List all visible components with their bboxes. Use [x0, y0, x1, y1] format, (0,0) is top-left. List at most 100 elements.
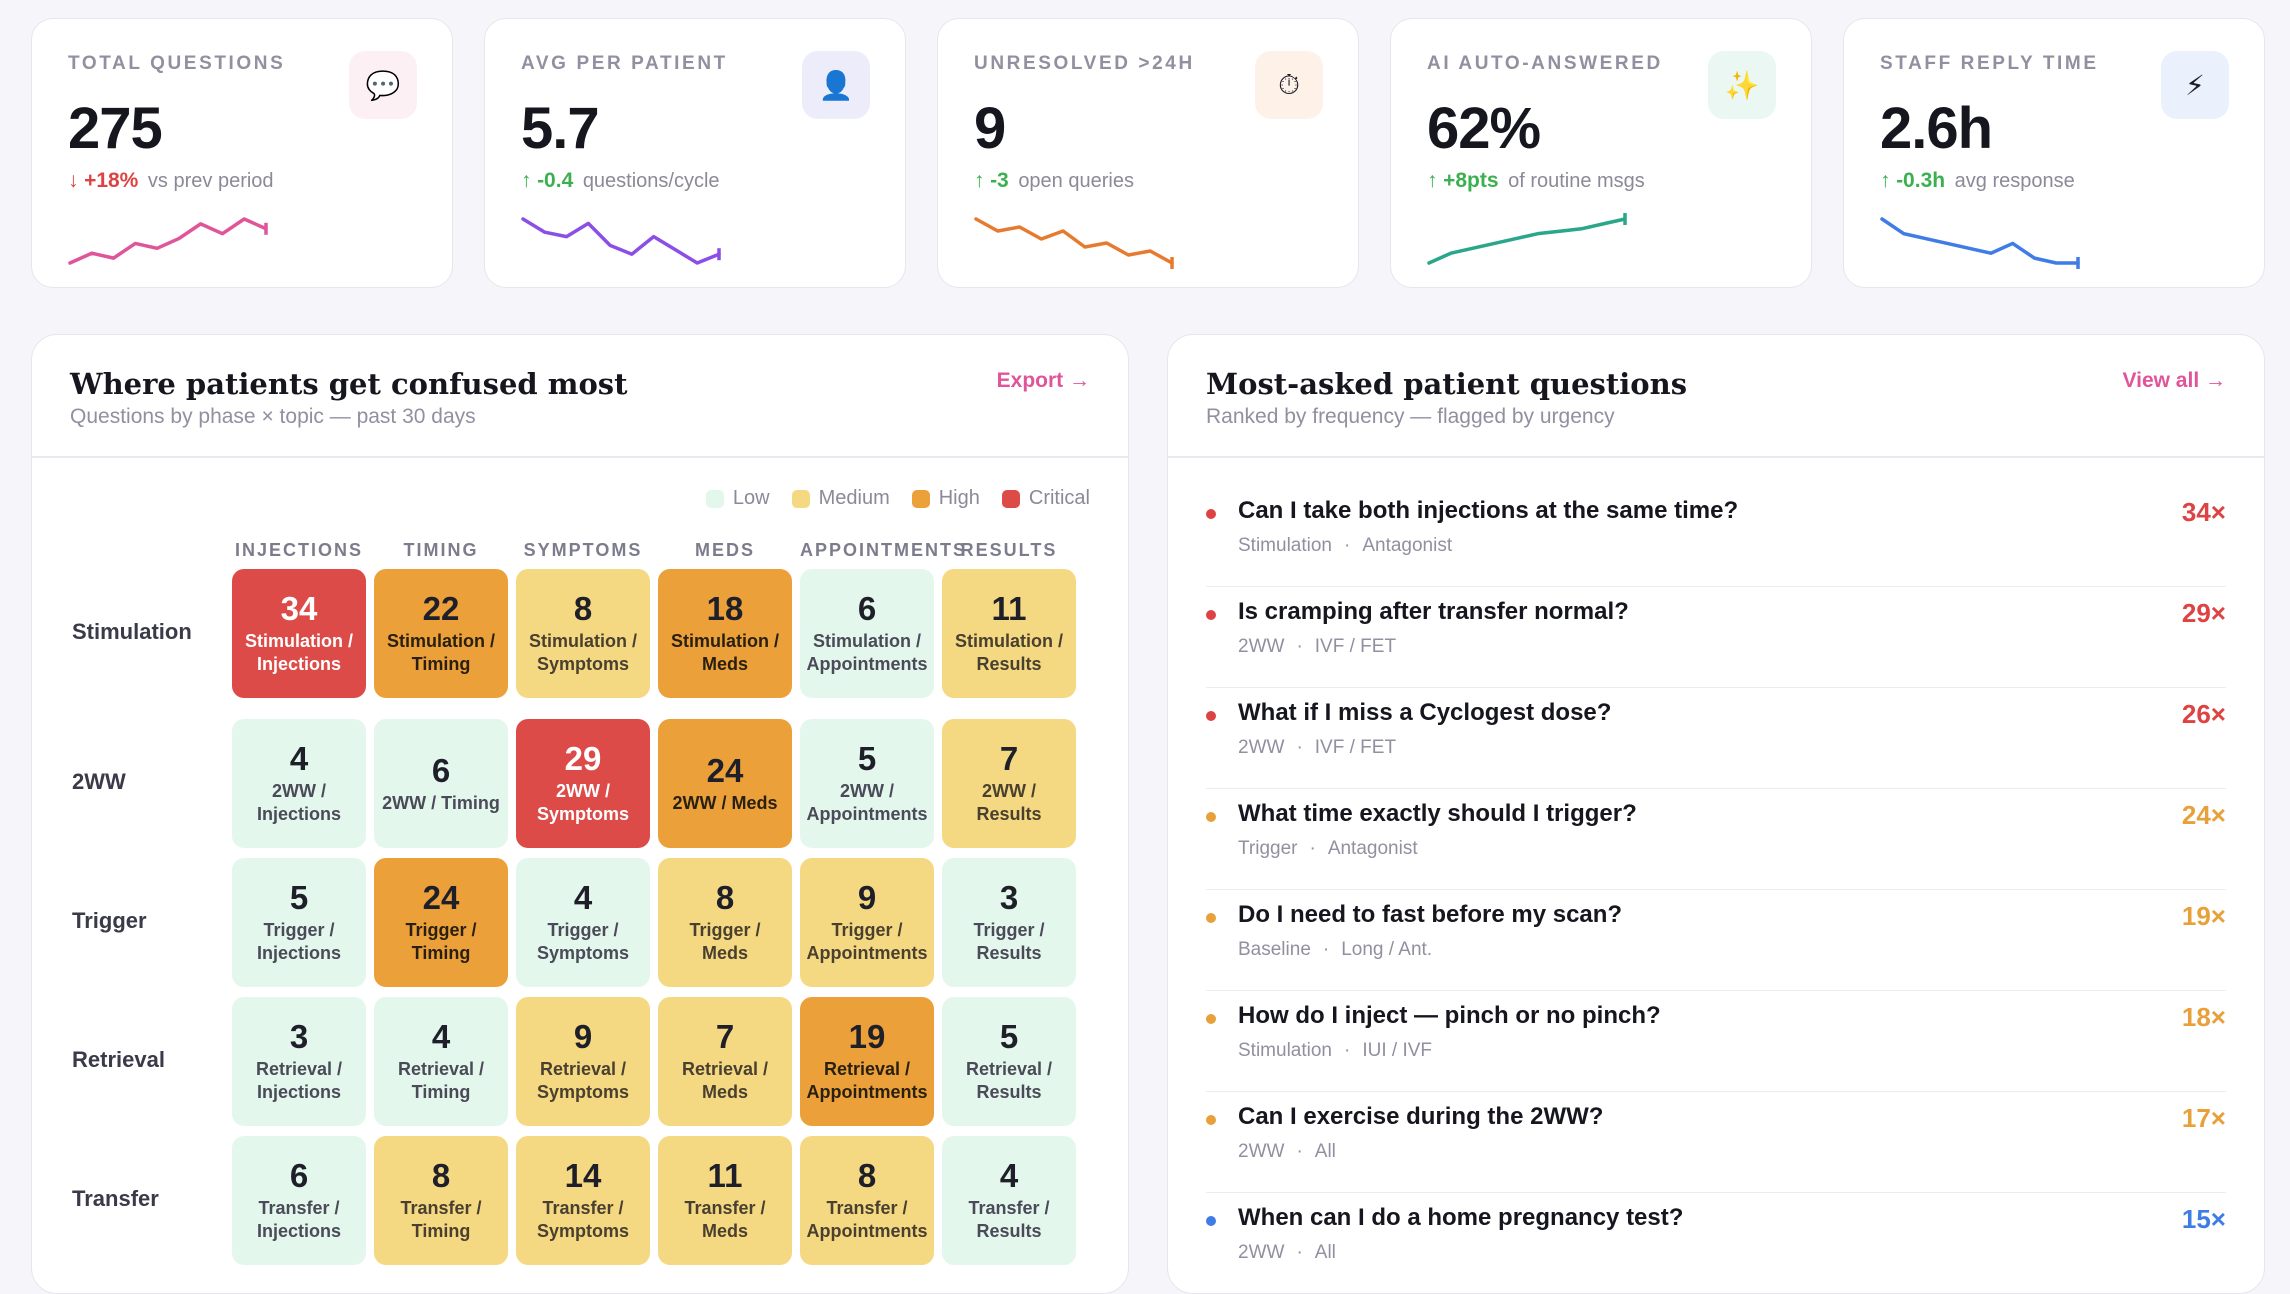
question-item[interactable]: Is cramping after transfer normal? 2WW·I… [1206, 588, 2226, 688]
sparkline [1427, 207, 1627, 277]
question-count: 17× [2182, 1103, 2226, 1134]
question-phase: Stimulation [1238, 1040, 1332, 1061]
question-item[interactable]: Do I need to fast before my scan? Baseli… [1206, 891, 2226, 991]
kpi-delta-suffix: open queries [1018, 170, 1134, 192]
heatmap-cell[interactable]: 18 Stimulation / Meds [658, 569, 792, 698]
cell-count: 34 [281, 590, 318, 628]
heatmap-cell[interactable]: 4 2WW / Injections [232, 719, 366, 848]
heatmap-cell[interactable]: 4 Transfer / Results [942, 1136, 1076, 1265]
legend-swatch [706, 490, 724, 508]
heatmap-cell[interactable]: 4 Retrieval / Timing [374, 997, 508, 1126]
question-item[interactable]: Can I take both injections at the same t… [1206, 487, 2226, 587]
heatmap-cell[interactable]: 5 Retrieval / Results [942, 997, 1076, 1126]
cell-label: 2WW / Timing [376, 792, 506, 815]
heatmap-cell[interactable]: 6 Transfer / Injections [232, 1136, 366, 1265]
cell-count: 3 [290, 1018, 308, 1056]
kpi-delta: ↑ +8pts of routine msgs [1427, 169, 1645, 193]
question-meta: Baseline·Long / Ant. [1238, 939, 1432, 961]
heatmap-cell[interactable]: 5 2WW / Appointments [800, 719, 934, 848]
heatmap-panel: Where patients get confused most Questio… [31, 334, 1129, 1294]
cell-count: 4 [432, 1018, 450, 1056]
heatmap-cell[interactable]: 11 Stimulation / Results [942, 569, 1076, 698]
question-count: 15× [2182, 1204, 2226, 1235]
legend-swatch [792, 490, 810, 508]
heatmap-cell[interactable]: 24 2WW / Meds [658, 719, 792, 848]
heatmap-cell[interactable]: 29 2WW / Symptoms [516, 719, 650, 848]
cell-count: 18 [707, 590, 744, 628]
cell-label: 2WW / Meds [666, 792, 783, 815]
questions-title: Most-asked patient questions [1206, 367, 1687, 401]
questions-panel: Most-asked patient questions Ranked by f… [1167, 334, 2265, 1294]
heatmap-cell[interactable]: 6 2WW / Timing [374, 719, 508, 848]
cell-count: 19 [849, 1018, 886, 1056]
legend-label: Critical [1029, 487, 1090, 510]
question-text: Can I exercise during the 2WW? [1238, 1103, 1603, 1131]
cell-label: Retrieval / Timing [374, 1058, 508, 1105]
cell-count: 7 [716, 1018, 734, 1056]
trend-arrow-icon: ↑ [521, 169, 532, 192]
user-icon: 👤 [802, 51, 870, 119]
heatmap-cell[interactable]: 4 Trigger / Symptoms [516, 858, 650, 987]
cell-label: Retrieval / Injections [232, 1058, 366, 1105]
question-item[interactable]: How do I inject — pinch or no pinch? Sti… [1206, 992, 2226, 1092]
question-phase: Baseline [1238, 939, 1311, 960]
divider [32, 456, 1128, 458]
legend-item: Medium [792, 487, 890, 510]
heatmap-cell[interactable]: 6 Stimulation / Appointments [800, 569, 934, 698]
kpi-card: UNRESOLVED >24H 9 ↑ -3 open queries ⏱ [937, 18, 1359, 288]
heatmap-cell[interactable]: 8 Transfer / Appointments [800, 1136, 934, 1265]
kpi-label: UNRESOLVED >24H [974, 53, 1195, 75]
heatmap-cell[interactable]: 19 Retrieval / Appointments [800, 997, 934, 1126]
urgency-dot-icon [1206, 610, 1216, 620]
heatmap-cell[interactable]: 8 Stimulation / Symptoms [516, 569, 650, 698]
question-phase: 2WW [1238, 1242, 1284, 1263]
heatmap-cell[interactable]: 7 Retrieval / Meds [658, 997, 792, 1126]
cell-label: Stimulation / Symptoms [516, 630, 650, 677]
question-item[interactable]: Can I exercise during the 2WW? 2WW·All 1… [1206, 1093, 2226, 1193]
meta-separator: · [1296, 636, 1302, 657]
cell-label: Transfer / Symptoms [516, 1197, 650, 1244]
column-header: INJECTIONS [232, 540, 366, 561]
heatmap-cell[interactable]: 9 Trigger / Appointments [800, 858, 934, 987]
heatmap-cell[interactable]: 7 2WW / Results [942, 719, 1076, 848]
kpi-value: 2.6h [1880, 95, 1992, 162]
kpi-card: AI AUTO-ANSWERED 62% ↑ +8pts of routine … [1390, 18, 1812, 288]
question-item[interactable]: What if I miss a Cyclogest dose? 2WW·IVF… [1206, 689, 2226, 789]
heatmap-cell[interactable]: 8 Transfer / Timing [374, 1136, 508, 1265]
cell-label: Stimulation / Timing [374, 630, 508, 677]
heatmap-cell[interactable]: 3 Retrieval / Injections [232, 997, 366, 1126]
heatmap-cell[interactable]: 22 Stimulation / Timing [374, 569, 508, 698]
question-meta: Trigger·Antagonist [1238, 838, 1418, 860]
meta-separator: · [1296, 1242, 1302, 1263]
cell-label: Trigger / Timing [374, 919, 508, 966]
sparkline-line [976, 219, 1172, 263]
column-header: APPOINTMENTS [800, 540, 934, 561]
heatmap-cell[interactable]: 11 Transfer / Meds [658, 1136, 792, 1265]
kpi-label: AI AUTO-ANSWERED [1427, 53, 1663, 75]
kpi-delta-value: +18% [84, 169, 138, 192]
heatmap-cell[interactable]: 3 Trigger / Results [942, 858, 1076, 987]
trend-arrow-icon: ↑ [1880, 169, 1891, 192]
question-phase: Trigger [1238, 838, 1297, 859]
cell-label: Stimulation / Injections [232, 630, 366, 677]
heatmap-legend: Low Medium High Critical [706, 487, 1090, 510]
cell-count: 7 [1000, 740, 1018, 778]
heatmap-cell[interactable]: 9 Retrieval / Symptoms [516, 997, 650, 1126]
heatmap-cell[interactable]: 34 Stimulation / Injections [232, 569, 366, 698]
heatmap-cell[interactable]: 24 Trigger / Timing [374, 858, 508, 987]
view-all-link[interactable]: View all → [2123, 369, 2227, 393]
question-item[interactable]: What time exactly should I trigger? Trig… [1206, 790, 2226, 890]
cell-count: 9 [574, 1018, 592, 1056]
cell-label: Retrieval / Results [942, 1058, 1076, 1105]
question-item[interactable]: When can I do a home pregnancy test? 2WW… [1206, 1194, 2226, 1294]
question-protocol: IVF / FET [1315, 636, 1396, 657]
sparkline [68, 207, 268, 277]
heatmap-cell[interactable]: 5 Trigger / Injections [232, 858, 366, 987]
export-link[interactable]: Export → [997, 369, 1090, 393]
heatmap-cell[interactable]: 8 Trigger / Meds [658, 858, 792, 987]
kpi-value: 5.7 [521, 95, 599, 162]
heatmap-cell[interactable]: 14 Transfer / Symptoms [516, 1136, 650, 1265]
trend-arrow-icon: ↓ [68, 169, 79, 192]
cell-count: 5 [1000, 1018, 1018, 1056]
divider [1206, 687, 2226, 689]
